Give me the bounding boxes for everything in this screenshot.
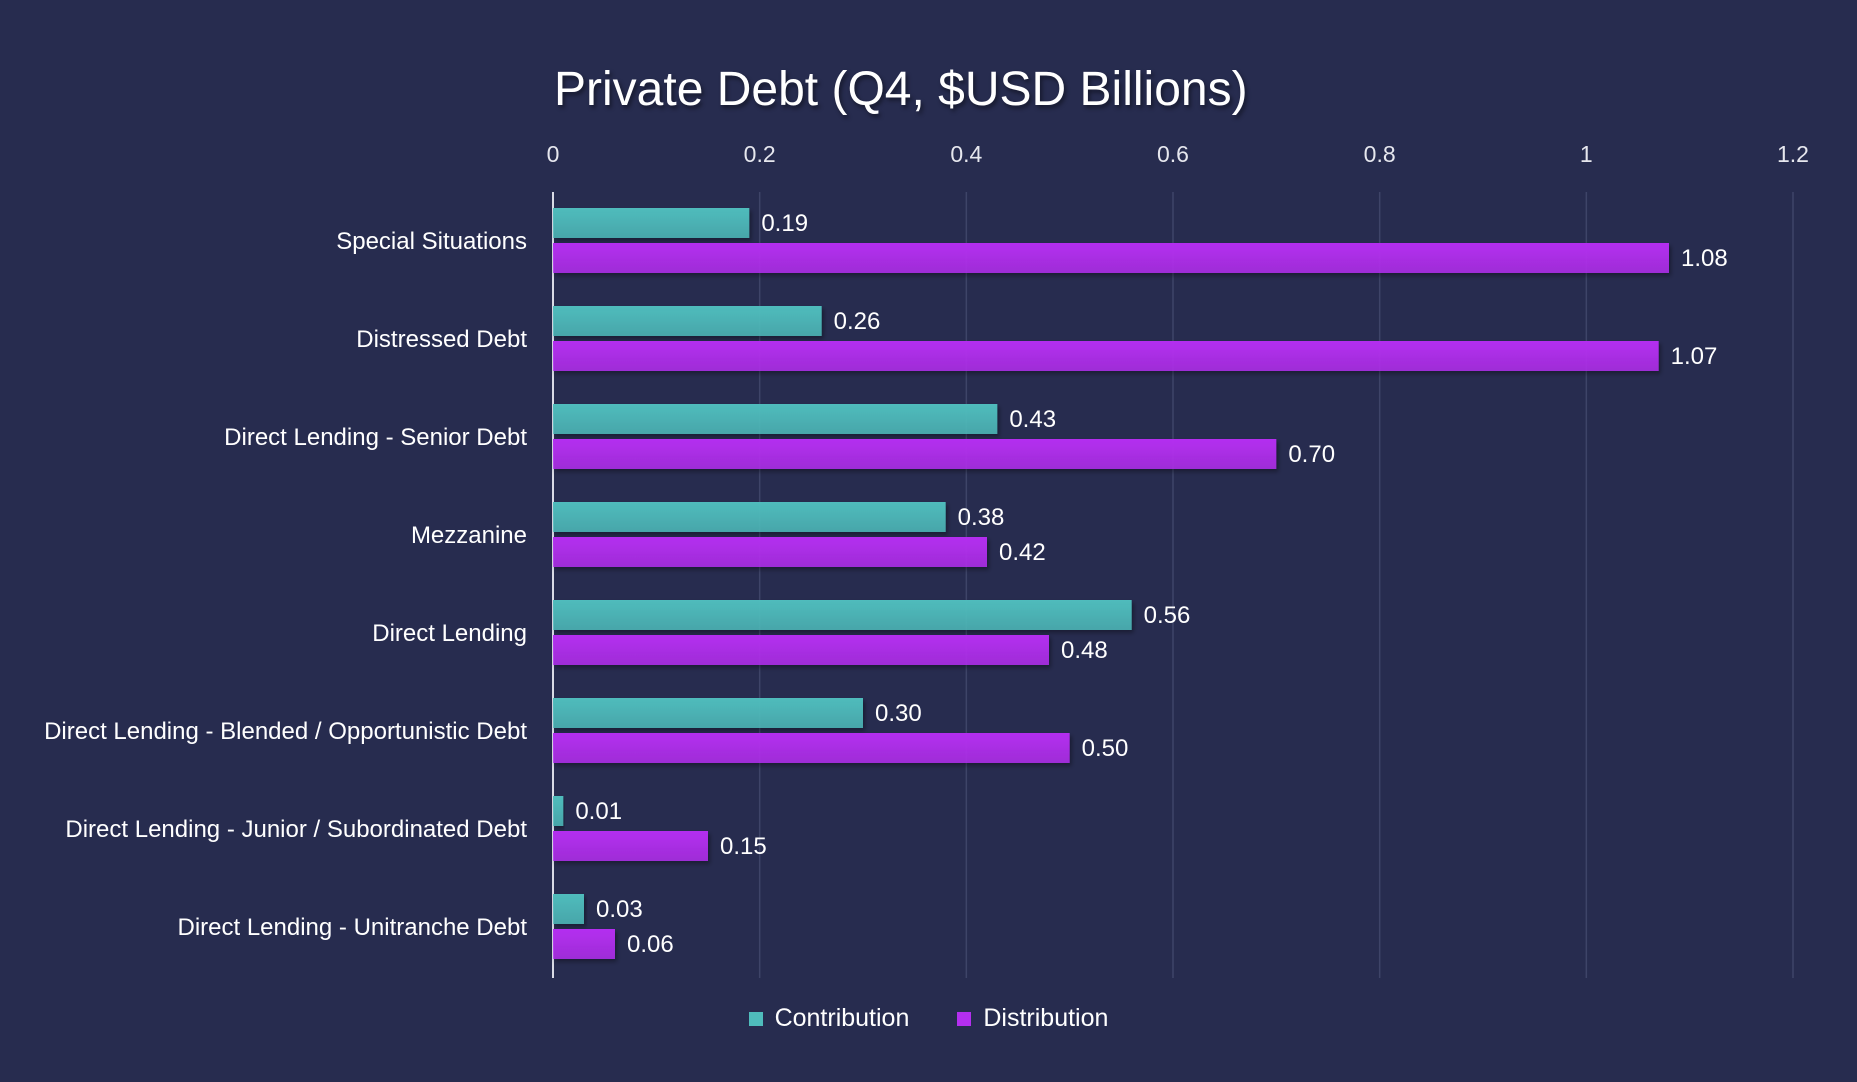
bar-contribution[interactable] xyxy=(553,600,1132,630)
category-label: Direct Lending - Blended / Opportunistic… xyxy=(44,718,527,745)
data-label-contribution: 0.43 xyxy=(1009,406,1056,433)
category-label: Direct Lending - Senior Debt xyxy=(224,424,527,451)
x-axis-ticks: 0 0.2 0.4 0.6 0.8 1 1.2 xyxy=(547,141,1809,167)
legend-swatch-distribution xyxy=(957,1011,972,1026)
x-tick-label: 0.6 xyxy=(1157,141,1189,167)
data-label-distribution: 0.42 xyxy=(999,539,1046,566)
x-tick-label: 0.8 xyxy=(1364,141,1396,167)
bar-distribution[interactable] xyxy=(553,831,708,861)
category-label: Direct Lending - Junior / Subordinated D… xyxy=(65,816,527,843)
bar-distribution[interactable] xyxy=(553,439,1277,469)
legend-label-contribution: Contribution xyxy=(774,1004,910,1032)
data-label-distribution: 1.08 xyxy=(1681,245,1728,272)
category-label: Mezzanine xyxy=(411,522,527,549)
data-labels: 0.19 0.26 0.43 0.38 0.56 0.30 0.01 0.03 1.08 1.07… xyxy=(575,210,1727,958)
category-label: Direct Lending xyxy=(372,620,527,647)
y-axis-categories: Special Situations Distressed Debt Direct … xyxy=(44,228,527,941)
legend-item-contribution[interactable]: Contribution xyxy=(748,1004,910,1033)
data-label-distribution: 1.07 xyxy=(1671,343,1718,370)
bar-contribution[interactable] xyxy=(553,208,750,238)
bar-contribution[interactable] xyxy=(553,502,946,532)
legend-swatch-contribution xyxy=(748,1011,763,1026)
data-label-distribution: 0.06 xyxy=(627,931,674,958)
data-label-contribution: 0.03 xyxy=(596,896,643,923)
bar-contribution[interactable] xyxy=(553,306,822,336)
legend-label-distribution: Distribution xyxy=(983,1004,1109,1032)
bar-contribution[interactable] xyxy=(553,894,584,924)
data-label-distribution: 0.50 xyxy=(1082,735,1129,762)
legend: Contribution Distribution xyxy=(0,1004,1857,1033)
data-label-contribution: 0.56 xyxy=(1144,602,1191,629)
x-tick-label: 0.4 xyxy=(950,141,982,167)
x-tick-label: 1.2 xyxy=(1777,141,1809,167)
data-label-contribution: 0.30 xyxy=(875,700,922,727)
bar-distribution[interactable] xyxy=(553,243,1669,273)
data-label-contribution: 0.19 xyxy=(761,210,808,237)
category-label: Special Situations xyxy=(336,228,527,255)
data-label-distribution: 0.15 xyxy=(720,833,767,860)
data-label-distribution: 0.48 xyxy=(1061,637,1108,664)
bar-distribution[interactable] xyxy=(553,635,1049,665)
x-tick-label: 0 xyxy=(547,141,560,167)
bar-distribution[interactable] xyxy=(553,733,1070,763)
bar-contribution[interactable] xyxy=(553,698,863,728)
bar-contribution[interactable] xyxy=(553,404,998,434)
category-label: Direct Lending - Unitranche Debt xyxy=(177,914,527,941)
data-label-contribution: 0.38 xyxy=(958,504,1005,531)
category-label: Distressed Debt xyxy=(356,326,527,353)
chart-title: Private Debt (Q4, $USD Billions) xyxy=(554,63,1248,116)
bar-contribution[interactable] xyxy=(553,796,564,826)
legend-item-distribution[interactable]: Distribution xyxy=(957,1004,1108,1033)
data-label-contribution: 0.26 xyxy=(834,308,881,335)
bar-distribution[interactable] xyxy=(553,537,987,567)
bars xyxy=(553,208,1669,959)
x-tick-label: 0.2 xyxy=(744,141,776,167)
data-label-distribution: 0.70 xyxy=(1288,441,1335,468)
data-label-contribution: 0.01 xyxy=(575,798,622,825)
bar-distribution[interactable] xyxy=(553,929,615,959)
x-tick-label: 1 xyxy=(1580,141,1593,167)
bar-distribution[interactable] xyxy=(553,341,1659,371)
